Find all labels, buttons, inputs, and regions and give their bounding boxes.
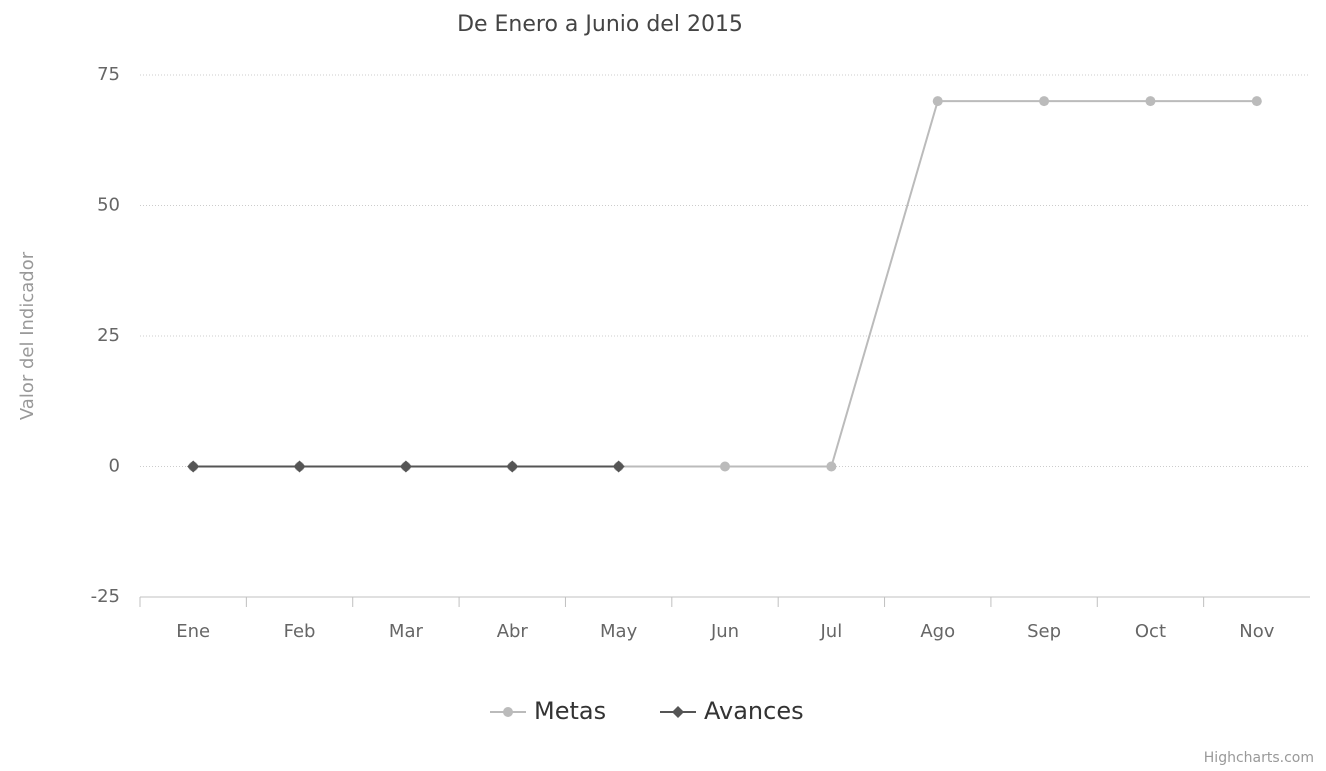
point (1145, 96, 1156, 107)
x-tick-label: Feb (284, 621, 316, 642)
series-line (193, 100, 1257, 468)
point (293, 460, 306, 473)
point (1039, 96, 1050, 107)
y-tick-label: 0 (109, 456, 120, 477)
x-tick-label: Jul (820, 621, 843, 642)
x-tick-label: Ene (176, 621, 210, 642)
x-tick-label: Abr (497, 621, 529, 642)
x-tick-label: Jun (710, 621, 739, 642)
point (932, 96, 943, 107)
legend-label: Metas (534, 697, 606, 725)
x-tick-label: Ago (920, 621, 955, 642)
x-tick-label: Oct (1135, 621, 1166, 642)
y-axis-label: Valor del Indicador (17, 251, 38, 420)
legend-label: Avances (704, 697, 804, 725)
point (399, 460, 412, 473)
y-tick-label: -25 (91, 586, 120, 607)
point (187, 460, 200, 473)
point (506, 460, 519, 473)
chart-title: De Enero a Junio del 2015 (457, 12, 743, 37)
point (503, 707, 513, 717)
y-tick-label: 50 (97, 195, 120, 216)
point (672, 706, 684, 718)
x-tick-label: Mar (389, 621, 424, 642)
y-tick-label: 75 (97, 64, 120, 85)
point (612, 460, 625, 473)
credits[interactable]: Highcharts.com (1204, 750, 1314, 766)
y-tick-label: 25 (97, 325, 120, 346)
x-tick-label: Nov (1239, 621, 1274, 642)
point (826, 461, 837, 472)
x-tick-label: May (600, 621, 638, 642)
point (1251, 96, 1262, 107)
x-tick-label: Sep (1027, 621, 1061, 642)
point (720, 461, 730, 472)
